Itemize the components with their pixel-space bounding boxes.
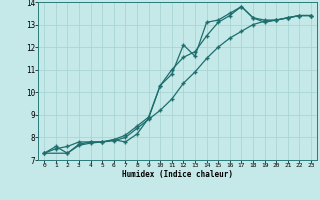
X-axis label: Humidex (Indice chaleur): Humidex (Indice chaleur) [122,170,233,179]
